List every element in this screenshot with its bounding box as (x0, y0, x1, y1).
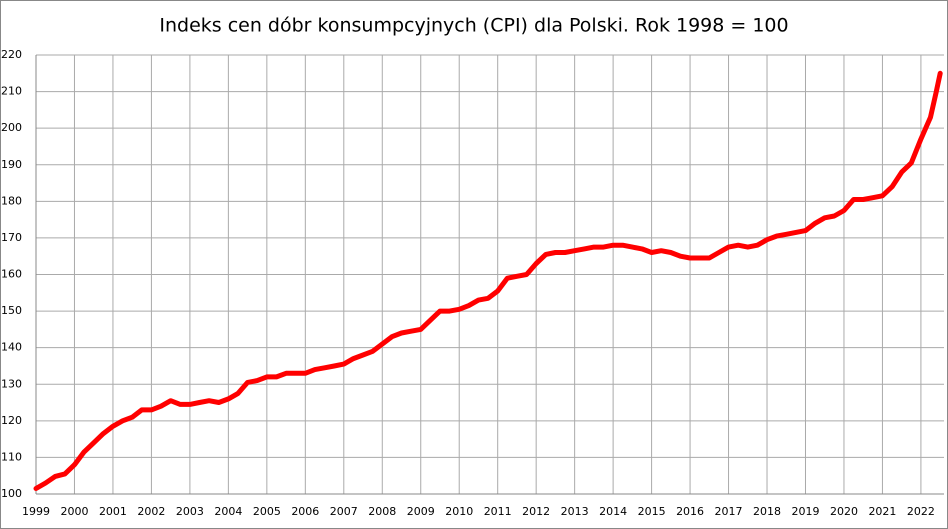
x-tick-label: 2014 (599, 505, 627, 518)
x-tick-label: 2019 (791, 505, 819, 518)
y-tick-label: 210 (1, 85, 22, 98)
x-tick-label: 2013 (561, 505, 589, 518)
y-tick-label: 130 (1, 377, 22, 390)
x-tick-label: 2004 (214, 505, 242, 518)
y-tick-label: 110 (1, 450, 22, 463)
y-tick-label: 170 (1, 231, 22, 244)
x-tick-label: 2016 (676, 505, 704, 518)
x-tick-label: 1999 (22, 505, 50, 518)
y-tick-label: 100 (1, 487, 22, 500)
y-tick-label: 160 (1, 268, 22, 281)
x-tick-label: 2001 (99, 505, 127, 518)
x-tick-label: 2020 (830, 505, 858, 518)
line-series (33, 70, 943, 491)
x-tick-label: 2018 (753, 505, 781, 518)
x-tick-label: 2010 (445, 505, 473, 518)
x-tick-label: 2005 (253, 505, 281, 518)
x-tick-label: 2011 (484, 505, 512, 518)
x-tick-label: 2000 (60, 505, 88, 518)
x-tick-label: 2021 (868, 505, 896, 518)
y-tick-label: 180 (1, 194, 22, 207)
x-tick-label: 2015 (638, 505, 666, 518)
y-tick-label: 190 (1, 158, 22, 171)
x-tick-label: 2012 (522, 505, 550, 518)
x-tick-label: 2007 (330, 505, 358, 518)
y-tick-label: 120 (1, 414, 22, 427)
x-tick-label: 2002 (137, 505, 165, 518)
x-tick-label: 2022 (907, 505, 935, 518)
x-tick-label: 2006 (291, 505, 319, 518)
y-tick-label: 220 (1, 48, 22, 61)
x-tick-label: 2003 (176, 505, 204, 518)
x-tick-label: 2008 (368, 505, 396, 518)
x-tick-label: 2017 (715, 505, 743, 518)
x-tick-label: 2009 (407, 505, 435, 518)
y-tick-label: 200 (1, 121, 22, 134)
y-tick-label: 140 (1, 341, 22, 354)
chart-title: Indeks cen dóbr konsumpcyjnych (CPI) dla… (159, 15, 788, 37)
y-tick-label: 150 (1, 304, 22, 317)
